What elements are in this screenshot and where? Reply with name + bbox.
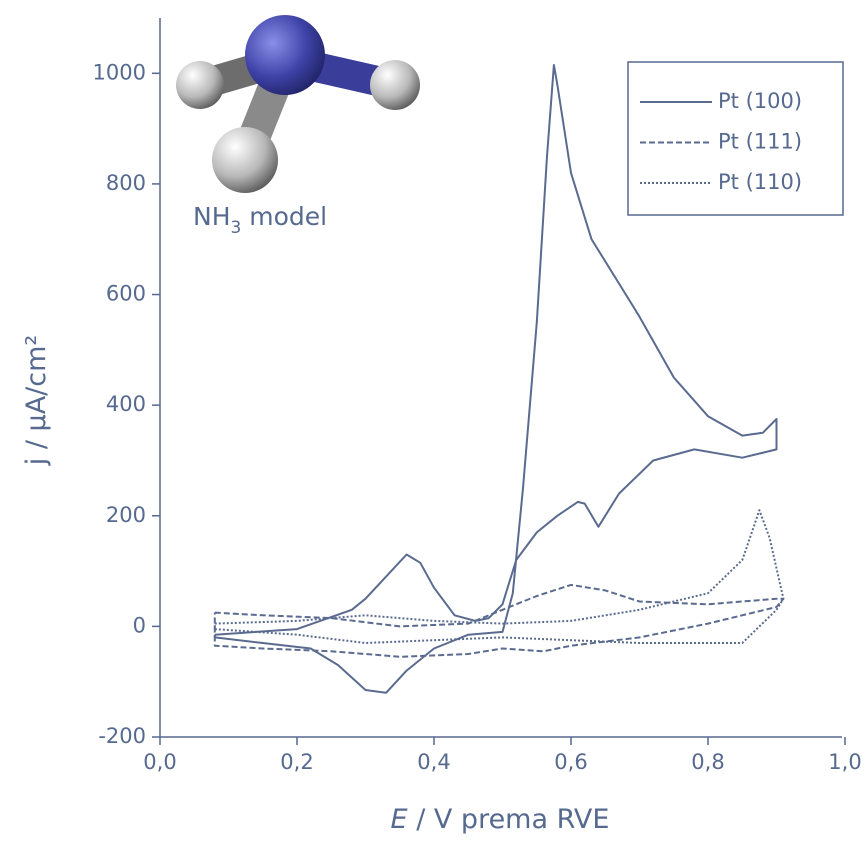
x-label-rest: / V prema RVE — [408, 804, 610, 835]
y-axis-label: j / µA/cm² — [21, 335, 52, 466]
y-tick-label: 400 — [106, 392, 146, 416]
series-line — [213, 64, 778, 694]
legend — [627, 61, 844, 216]
annotation-subscript: 3 — [231, 218, 242, 238]
series-line — [213, 583, 785, 658]
annotation: NH3 model — [193, 202, 327, 238]
y-tick-label: 800 — [106, 171, 146, 195]
y-tick-label: -200 — [98, 724, 146, 748]
x-tick-label: 1,0 — [828, 750, 861, 774]
y-tick-label: 200 — [106, 503, 146, 527]
x-tick-label: 0,2 — [280, 750, 313, 774]
x-axis-label: E / V prema RVE — [391, 804, 610, 835]
y-tick-label: 0 — [133, 613, 146, 637]
x-tick-label: 0,6 — [554, 750, 587, 774]
molecule-icon — [176, 15, 420, 193]
x-tick-label: 0,8 — [691, 750, 724, 774]
annotation-rest: model — [241, 202, 327, 231]
legend-label: Pt (110) — [718, 170, 802, 194]
legend-label: Pt (100) — [718, 89, 802, 113]
legend-label: Pt (111) — [718, 130, 802, 154]
y-tick-label: 1000 — [93, 60, 146, 84]
annotation-base: NH — [193, 202, 231, 231]
x-tick-label: 0,0 — [143, 750, 176, 774]
y-tick-label: 600 — [106, 282, 146, 306]
x-tick-label: 0,4 — [417, 750, 450, 774]
x-label-symbol: E — [391, 804, 408, 835]
series-line — [213, 509, 785, 644]
